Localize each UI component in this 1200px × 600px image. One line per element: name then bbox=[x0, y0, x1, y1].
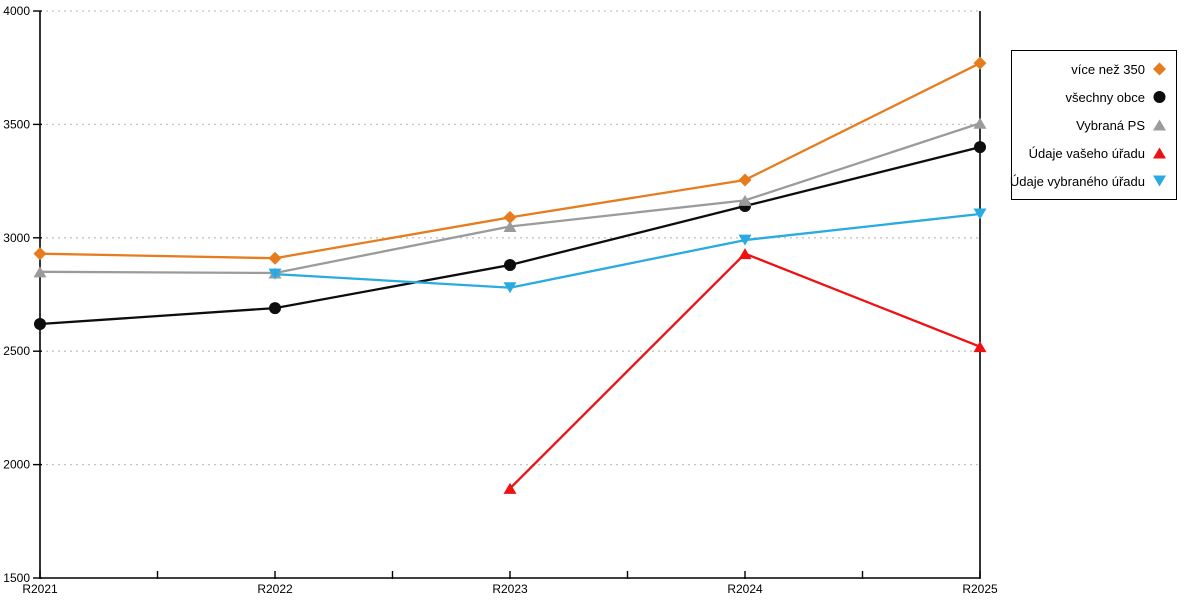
data-point-marker bbox=[973, 208, 987, 220]
legend-item: více než 350 bbox=[1012, 62, 1176, 77]
legend-marker-shape bbox=[1153, 62, 1166, 76]
y-tick-label: 2500 bbox=[3, 344, 30, 358]
data-point-marker bbox=[738, 173, 752, 187]
legend-item: Vybraná PS bbox=[1012, 118, 1176, 133]
data-point-marker bbox=[738, 248, 752, 260]
legend-label: Vybraná PS bbox=[1076, 117, 1145, 133]
data-point-marker bbox=[268, 268, 282, 280]
data-point-marker bbox=[973, 56, 987, 70]
triangle-up-marker-icon bbox=[1152, 118, 1167, 132]
legend-label: všechny obce bbox=[1065, 89, 1146, 105]
data-point-marker bbox=[974, 141, 986, 154]
legend-item: Údaje vašeho úřadu bbox=[1012, 146, 1176, 161]
legend-marker-svg bbox=[1153, 119, 1166, 131]
legend-marker-shape bbox=[1153, 175, 1166, 187]
data-point-marker bbox=[268, 251, 282, 265]
x-tick-label: R2025 bbox=[962, 582, 998, 596]
data-point-marker bbox=[33, 266, 47, 278]
data-point-marker bbox=[503, 282, 517, 294]
data-point-marker bbox=[503, 482, 517, 494]
data-point-marker bbox=[34, 317, 46, 330]
data-point-marker bbox=[503, 220, 517, 232]
legend-marker-shape bbox=[1153, 147, 1166, 159]
legend-marker-svg bbox=[1153, 62, 1166, 76]
data-point-marker bbox=[973, 341, 987, 353]
x-tick-label: R2023 bbox=[492, 582, 528, 596]
data-point-marker bbox=[269, 302, 281, 315]
data-point-marker bbox=[503, 210, 517, 224]
circle-marker-icon bbox=[1152, 90, 1167, 104]
y-tick-label: 3500 bbox=[3, 117, 30, 131]
y-tick-label: 2000 bbox=[3, 458, 30, 472]
series-line bbox=[38, 145, 982, 326]
series-line bbox=[508, 252, 982, 490]
legend-marker-shape bbox=[1153, 91, 1166, 103]
triangle-up-marker-icon bbox=[1152, 146, 1167, 160]
legend-label: Údaje vašeho úřadu bbox=[1028, 145, 1145, 161]
data-point-marker bbox=[738, 194, 752, 206]
legend-label: Údaje vybraného úřadu bbox=[1009, 173, 1145, 189]
triangle-down-marker-icon bbox=[1152, 174, 1167, 188]
legend-label: více než 350 bbox=[1071, 61, 1145, 77]
x-tick-label: R2022 bbox=[257, 582, 293, 596]
legend-item: všechny obce bbox=[1012, 90, 1176, 105]
legend-marker-svg bbox=[1153, 175, 1166, 187]
data-point-marker bbox=[738, 234, 752, 246]
legend-marker-svg bbox=[1153, 147, 1166, 159]
y-tick-label: 4000 bbox=[3, 4, 30, 18]
x-tick-label: R2021 bbox=[22, 582, 58, 596]
legend: více než 350 všechny obce Vybraná PS Údaje … bbox=[1009, 50, 1177, 200]
legend-marker-shape bbox=[1153, 119, 1166, 131]
data-point-marker bbox=[504, 259, 516, 272]
data-point-marker bbox=[33, 247, 47, 261]
legend-item: Údaje vybraného úřadu bbox=[1009, 173, 1176, 189]
data-point-marker bbox=[973, 117, 987, 129]
x-tick-label: R2024 bbox=[727, 582, 763, 596]
diamond-marker-icon bbox=[1152, 62, 1167, 76]
y-tick-label: 1500 bbox=[3, 571, 30, 585]
series-line bbox=[273, 212, 982, 289]
legend-marker-svg bbox=[1153, 91, 1166, 103]
y-tick-label: 3000 bbox=[3, 231, 30, 245]
series-line bbox=[38, 122, 982, 275]
